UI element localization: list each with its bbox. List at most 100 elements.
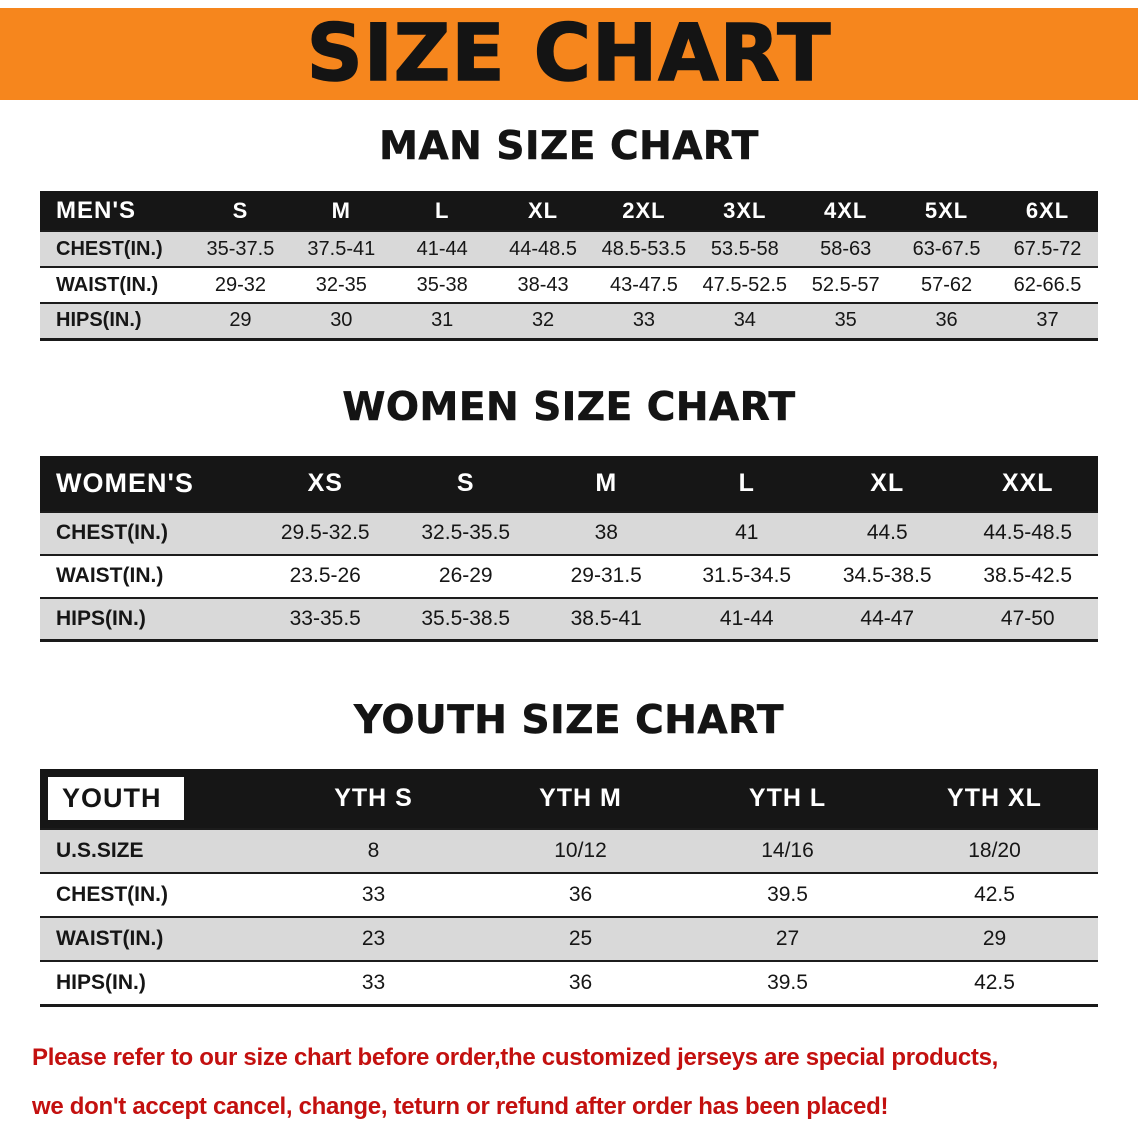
header-label: S bbox=[456, 468, 475, 497]
measurement-row: CHEST(IN.) 33 36 39.5 42.5 bbox=[40, 873, 1098, 917]
header-label: 3XL bbox=[723, 197, 767, 223]
value-cell: 23.5-26 bbox=[289, 564, 361, 587]
table-title-cell: MEN'S bbox=[40, 191, 190, 231]
row-label-cell: CHEST(IN.) bbox=[56, 883, 168, 906]
size-column-header: L bbox=[391, 191, 493, 231]
row-label-cell: WAIST(IN.) bbox=[56, 927, 164, 950]
title-banner: SIZE CHART bbox=[0, 8, 1138, 100]
measurement-row: CHEST(IN.) 35-37.5 37.5-41 41-44 44-48.5 48.5… bbox=[40, 231, 1098, 267]
value-cell: 44.5-48.5 bbox=[983, 521, 1073, 544]
value-cell: 33 bbox=[632, 309, 656, 332]
table-title-cell: WOMEN'S bbox=[40, 455, 255, 512]
men-size-section: MAN SIZE CHART MEN'S S M L XL 2XL 3XL 4XL 5XL 6XL… bbox=[0, 124, 1138, 341]
measurement-row: WAIST(IN.) 23 25 27 29 bbox=[40, 917, 1098, 961]
value-cell: 14/16 bbox=[761, 839, 814, 862]
value-cell: 41 bbox=[735, 521, 759, 544]
value-cell: 36 bbox=[568, 883, 593, 906]
value-cell: 53.5-58 bbox=[710, 237, 779, 260]
value-cell: 37.5-41 bbox=[307, 237, 376, 260]
measurement-row: HIPS(IN.) 33-35.5 35.5-38.5 38.5-41 41-44 44-… bbox=[40, 597, 1098, 641]
value-cell: 36 bbox=[935, 309, 958, 332]
value-cell: 43-47.5 bbox=[610, 273, 678, 296]
size-column-header: 6XL bbox=[997, 191, 1098, 231]
value-cell: 39.5 bbox=[767, 883, 808, 906]
size-column-header: YTH L bbox=[684, 769, 891, 829]
table-header-row: YOUTH YTH S YTH M YTH L YTH XL bbox=[40, 769, 1098, 829]
value-cell: 44.5 bbox=[866, 521, 908, 544]
row-label-cell: HIPS(IN.) bbox=[56, 309, 142, 332]
measurement-row: U.S.SIZE 8 10/12 14/16 18/20 bbox=[40, 829, 1098, 873]
measurement-row: WAIST(IN.) 23.5-26 26-29 29-31.5 31.5-34.5 34… bbox=[40, 554, 1098, 598]
women-size-section: WOMEN SIZE CHART WOMEN'S XS S M L XL XXL CHEST(… bbox=[0, 384, 1138, 642]
value-cell: 29.5-32.5 bbox=[280, 521, 370, 544]
size-chart-page: SIZE CHART MAN SIZE CHART MEN'S S M L XL 2XL 3… bbox=[0, 8, 1138, 1131]
value-cell: 38-43 bbox=[517, 273, 569, 296]
disclaimer-note: Please refer to our size chart before or… bbox=[32, 1033, 1138, 1131]
header-label: M bbox=[595, 468, 618, 497]
size-column-header: XL bbox=[492, 191, 594, 231]
value-cell: 62-66.5 bbox=[1013, 273, 1082, 296]
header-label: MEN'S bbox=[56, 196, 137, 224]
value-cell: 47-50 bbox=[1000, 606, 1055, 630]
measurement-row: CHEST(IN.) 29.5-32.5 32.5-35.5 38 41 44.5 44.5… bbox=[40, 511, 1098, 555]
row-label-cell: U.S.SIZE bbox=[56, 839, 144, 862]
measurement-row: HIPS(IN.) 29 30 31 32 33 34 35 36 37 bbox=[40, 303, 1098, 339]
value-cell: 31.5-34.5 bbox=[702, 564, 792, 587]
value-cell: 58-63 bbox=[820, 237, 872, 260]
header-label: L bbox=[738, 468, 755, 497]
value-cell: 32.5-35.5 bbox=[421, 521, 511, 544]
value-cell: 8 bbox=[367, 839, 380, 862]
value-cell: 36 bbox=[568, 970, 593, 994]
value-cell: 63-67.5 bbox=[912, 237, 981, 260]
men-size-table: MEN'S S M L XL 2XL 3XL 4XL 5XL 6XL CHEST(IN.) 35-37… bbox=[40, 191, 1098, 341]
value-cell: 29-31.5 bbox=[570, 564, 642, 587]
value-cell: 34.5-38.5 bbox=[842, 564, 932, 587]
youth-section-heading: YOUTH SIZE CHART bbox=[354, 698, 784, 744]
value-cell: 32 bbox=[531, 309, 555, 332]
row-label-cell: HIPS(IN.) bbox=[56, 970, 146, 994]
women-section-heading: WOMEN SIZE CHART bbox=[342, 384, 796, 430]
value-cell: 33-35.5 bbox=[289, 606, 361, 630]
size-column-header: YTH S bbox=[270, 769, 477, 829]
header-label: 5XL bbox=[924, 197, 969, 223]
value-cell: 35 bbox=[834, 309, 857, 332]
table-title-cell: YOUTH bbox=[40, 769, 270, 829]
size-column-header: L bbox=[676, 455, 817, 512]
value-cell: 48.5-53.5 bbox=[601, 237, 687, 260]
value-cell: 42.5 bbox=[974, 883, 1015, 906]
size-column-header: 5XL bbox=[896, 191, 997, 231]
value-cell: 38.5-41 bbox=[570, 606, 642, 630]
size-column-header: M bbox=[536, 455, 677, 512]
value-cell: 35-38 bbox=[416, 273, 468, 296]
page-title: SIZE CHART bbox=[306, 9, 832, 99]
value-cell: 25 bbox=[568, 927, 593, 950]
value-cell: 35-37.5 bbox=[206, 237, 275, 260]
header-label: M bbox=[331, 197, 351, 223]
disclaimer-line-2: we don't accept cancel, change, teturn o… bbox=[32, 1092, 889, 1120]
header-label: YOUTH bbox=[48, 777, 184, 820]
value-cell: 26-29 bbox=[438, 564, 493, 587]
size-column-header: YTH XL bbox=[891, 769, 1098, 829]
value-cell: 44-48.5 bbox=[509, 237, 577, 260]
header-label: XS bbox=[307, 468, 343, 497]
value-cell: 44-47 bbox=[860, 606, 915, 630]
value-cell: 67.5-72 bbox=[1013, 237, 1082, 260]
size-column-header: 2XL bbox=[593, 191, 695, 231]
size-column-header: M bbox=[290, 191, 392, 231]
size-column-header: S bbox=[190, 191, 291, 231]
header-label: YTH L bbox=[748, 784, 827, 812]
size-column-header: S bbox=[395, 455, 536, 512]
value-cell: 31 bbox=[431, 309, 454, 332]
header-label: YTH XL bbox=[947, 784, 1042, 812]
youth-size-section: YOUTH SIZE CHART YOUTH YTH S YTH M YTH L YTH… bbox=[0, 698, 1138, 1007]
size-column-header: 3XL bbox=[694, 191, 796, 231]
size-column-header: YTH M bbox=[477, 769, 684, 829]
value-cell: 29-32 bbox=[214, 273, 267, 296]
header-label: YTH S bbox=[334, 784, 413, 812]
measurement-row: WAIST(IN.) 29-32 32-35 35-38 38-43 43-47.5 47.… bbox=[40, 267, 1098, 303]
table-header-row: MEN'S S M L XL 2XL 3XL 4XL 5XL 6XL bbox=[40, 191, 1098, 231]
value-cell: 27 bbox=[775, 927, 800, 950]
value-cell: 38 bbox=[594, 521, 618, 544]
header-label: XL bbox=[870, 468, 905, 497]
header-label: XXL bbox=[1001, 468, 1054, 497]
